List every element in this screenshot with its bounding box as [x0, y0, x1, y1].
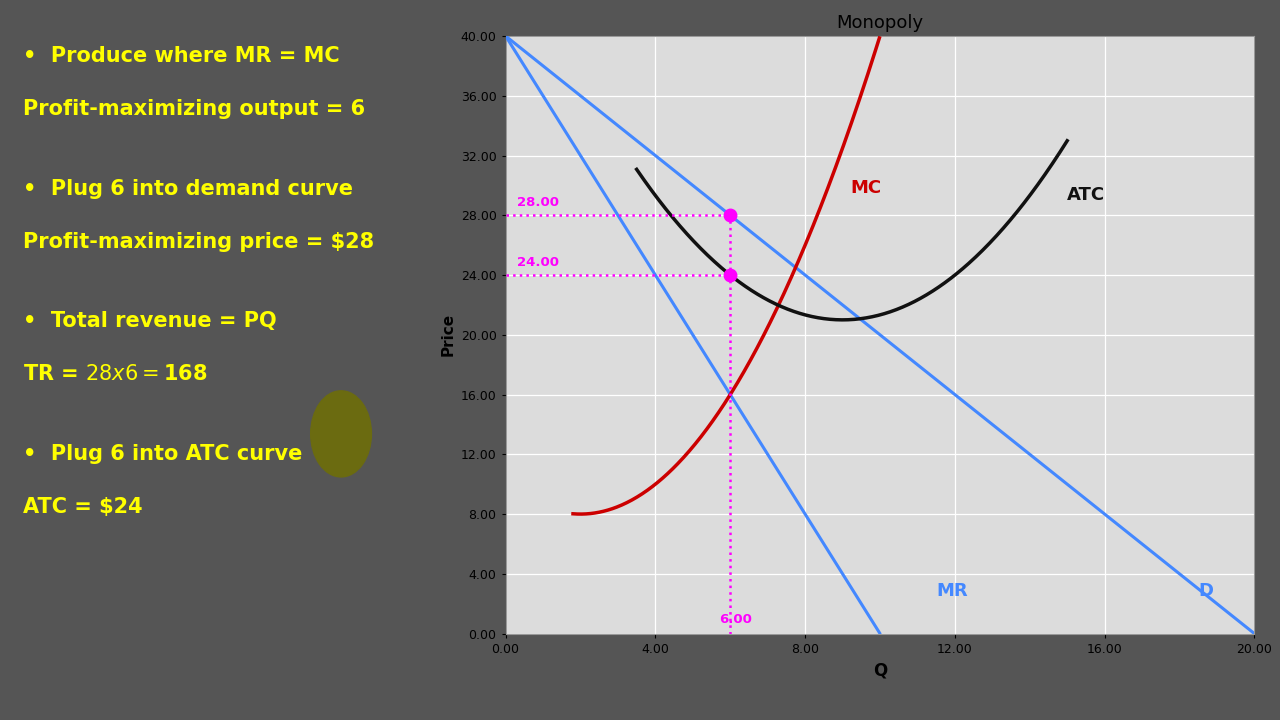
Text: MC: MC — [850, 179, 881, 197]
Text: Profit-maximizing output = 6: Profit-maximizing output = 6 — [23, 99, 366, 120]
Text: TR = $28 x 6 = $168: TR = $28 x 6 = $168 — [23, 364, 207, 384]
Text: D: D — [1198, 582, 1213, 600]
Circle shape — [311, 391, 371, 477]
Text: ATC = $24: ATC = $24 — [23, 497, 143, 517]
Text: •  Plug 6 into ATC curve: • Plug 6 into ATC curve — [23, 444, 303, 464]
Text: MR: MR — [936, 582, 968, 600]
Text: ATC: ATC — [1068, 186, 1106, 204]
Text: •  Plug 6 into demand curve: • Plug 6 into demand curve — [23, 179, 353, 199]
Text: •  Produce where MR = MC: • Produce where MR = MC — [23, 46, 340, 66]
Text: •  Total revenue = PQ: • Total revenue = PQ — [23, 311, 276, 331]
Text: Profit-maximizing price = $28: Profit-maximizing price = $28 — [23, 232, 375, 252]
Title: Monopoly: Monopoly — [836, 14, 924, 32]
Y-axis label: Price: Price — [440, 313, 456, 356]
Text: 28.00: 28.00 — [517, 197, 559, 210]
X-axis label: Q: Q — [873, 661, 887, 679]
Text: 6.00: 6.00 — [719, 613, 751, 626]
Text: 24.00: 24.00 — [517, 256, 559, 269]
